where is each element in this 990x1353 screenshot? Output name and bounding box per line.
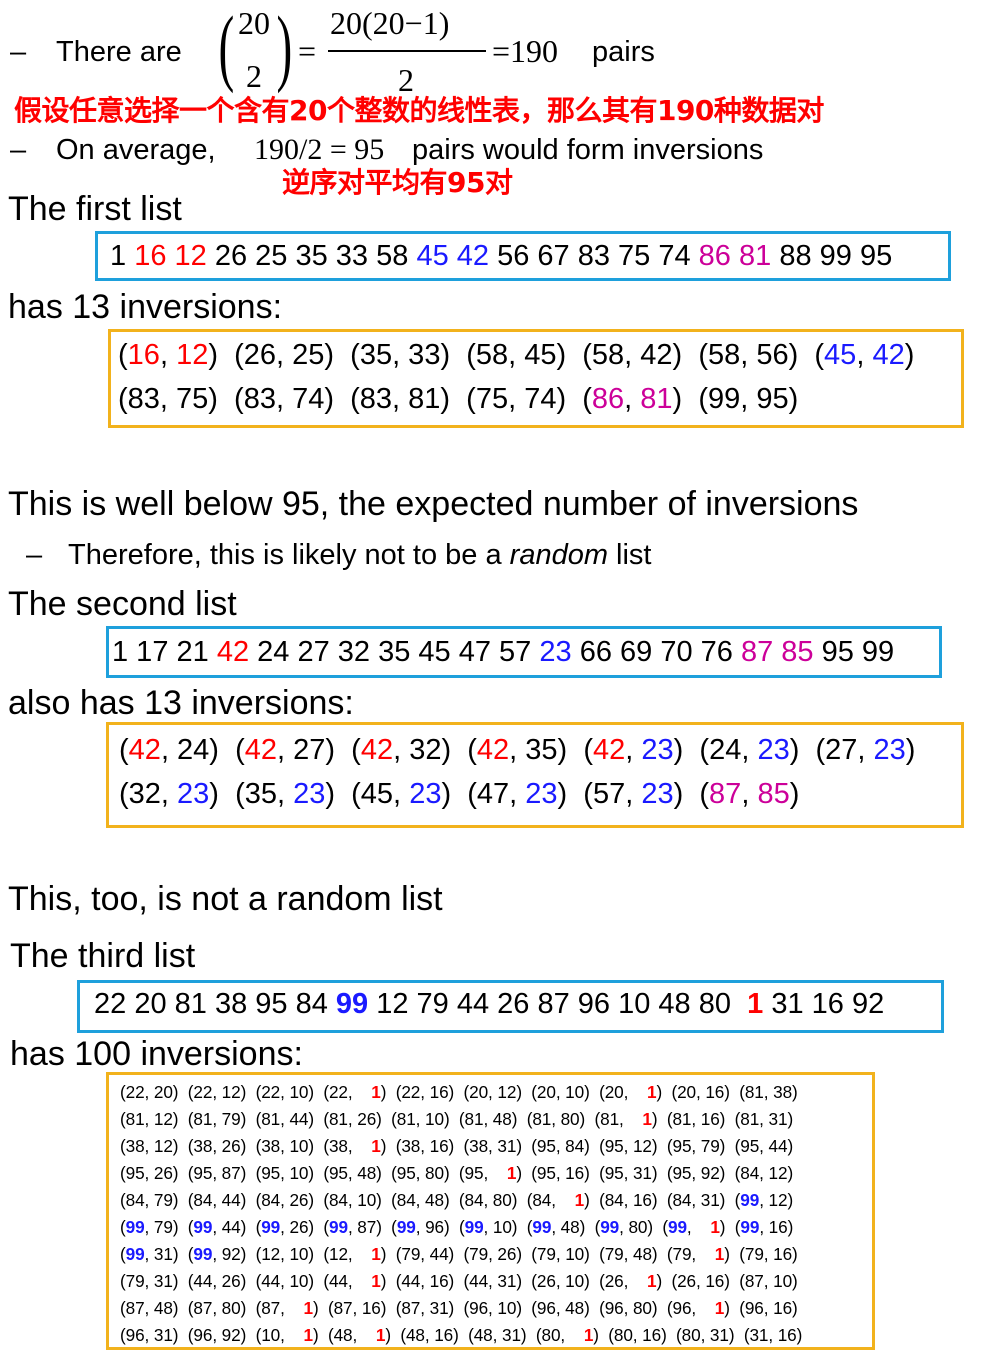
third-list-values: 22 20 81 38 95 84 99 12 79 44 26 87 96 1… (94, 988, 885, 1020)
third-inv-row-9: (87, 48) (87, 80) (87, 1) (87, 16) (87, … (120, 1298, 798, 1318)
bullet-dash-3: – (26, 539, 43, 571)
line1-tail: pairs (592, 36, 655, 68)
third-inv-row-5: (84, 79) (84, 44) (84, 26) (84, 10) (84,… (120, 1190, 794, 1210)
third-inv-row-10: (96, 31) (96, 92) (10, 1) (48, 1) (48, 1… (120, 1325, 803, 1345)
third-inv-row-6: (99, 79) (99, 44) (99, 26) (99, 87) (99,… (120, 1217, 794, 1237)
line2-tail: pairs would form inversions (412, 134, 764, 166)
fraction-denominator: 2 (398, 62, 414, 98)
paragraph-too-not-random: This, too, is not a random list (8, 880, 443, 918)
second-inversions-heading: also has 13 inversions: (8, 684, 354, 722)
first-inversions-row-1: (16, 12) (26, 25) (35, 33) (58, 45) (58,… (118, 339, 915, 371)
third-inv-row-2: (81, 12) (81, 79) (81, 44) (81, 26) (81,… (120, 1109, 794, 1129)
third-inv-row-4: (95, 26) (95, 87) (95, 10) (95, 48) (95,… (120, 1163, 794, 1183)
second-list-values: 1 17 21 42 24 27 32 35 45 47 57 23 66 69… (112, 636, 895, 668)
chinese-note-average: 逆序对平均有95对 (282, 166, 513, 199)
first-inversions-heading: has 13 inversions: (8, 288, 283, 326)
binom-left-paren: ( (218, 0, 235, 94)
bullet-dash-2: – (10, 134, 27, 166)
third-list-heading: The third list (10, 937, 196, 975)
third-inversions-box (106, 1072, 875, 1350)
equals-190: =190 (492, 33, 559, 69)
third-inv-row-7: (99, 31) (99, 92) (12, 10) (12, 1) (79, … (120, 1244, 798, 1264)
fraction-bar (328, 50, 486, 52)
third-list-box (77, 980, 944, 1033)
line2-lead: On average, (56, 134, 216, 166)
binom-bottom: 2 (246, 58, 262, 94)
bullet-dash-1: – (10, 36, 27, 68)
first-list-values: 1 16 12 26 25 35 33 58 45 42 56 67 83 75… (110, 240, 893, 272)
binom-right-paren: ) (276, 0, 293, 94)
first-list-box (95, 231, 951, 281)
third-inv-row-8: (79, 31) (44, 26) (44, 10) (44, 1) (44, … (120, 1271, 798, 1291)
paragraph-well-below: This is well below 95, the expected numb… (8, 485, 859, 523)
line2-expression: 190/2 = 95 (254, 133, 385, 166)
second-inversions-row-2: (32, 23) (35, 23) (45, 23) (47, 23) (57,… (119, 778, 800, 810)
first-inversions-box (108, 329, 964, 428)
fraction-numerator: 20(20−1) (330, 5, 450, 41)
second-inversions-box (106, 722, 964, 828)
third-inversions-heading: has 100 inversions: (10, 1035, 303, 1073)
third-inv-row-1: (22, 20) (22, 12) (22, 10) (22, 1) (22, … (120, 1082, 798, 1102)
equals-1: = (298, 33, 317, 69)
second-list-heading: The second list (8, 585, 237, 623)
binom-top: 20 (238, 5, 270, 41)
line1-lead: There are (56, 36, 182, 68)
second-inversions-row-1: (42, 24) (42, 27) (42, 32) (42, 35) (42,… (119, 734, 916, 766)
second-list-box (106, 626, 942, 678)
first-inversions-row-2: (83, 75) (83, 74) (83, 81) (75, 74) (86,… (118, 383, 799, 415)
first-list-heading: The first list (8, 190, 182, 228)
chinese-note-pairs: 假设任意选择一个含有20个整数的线性表，那么其有190种数据对 (14, 94, 824, 127)
third-inv-row-3: (38, 12) (38, 26) (38, 10) (38, 1) (38, … (120, 1136, 794, 1156)
paragraph-not-random: Therefore, this is likely not to be a ra… (68, 539, 652, 571)
